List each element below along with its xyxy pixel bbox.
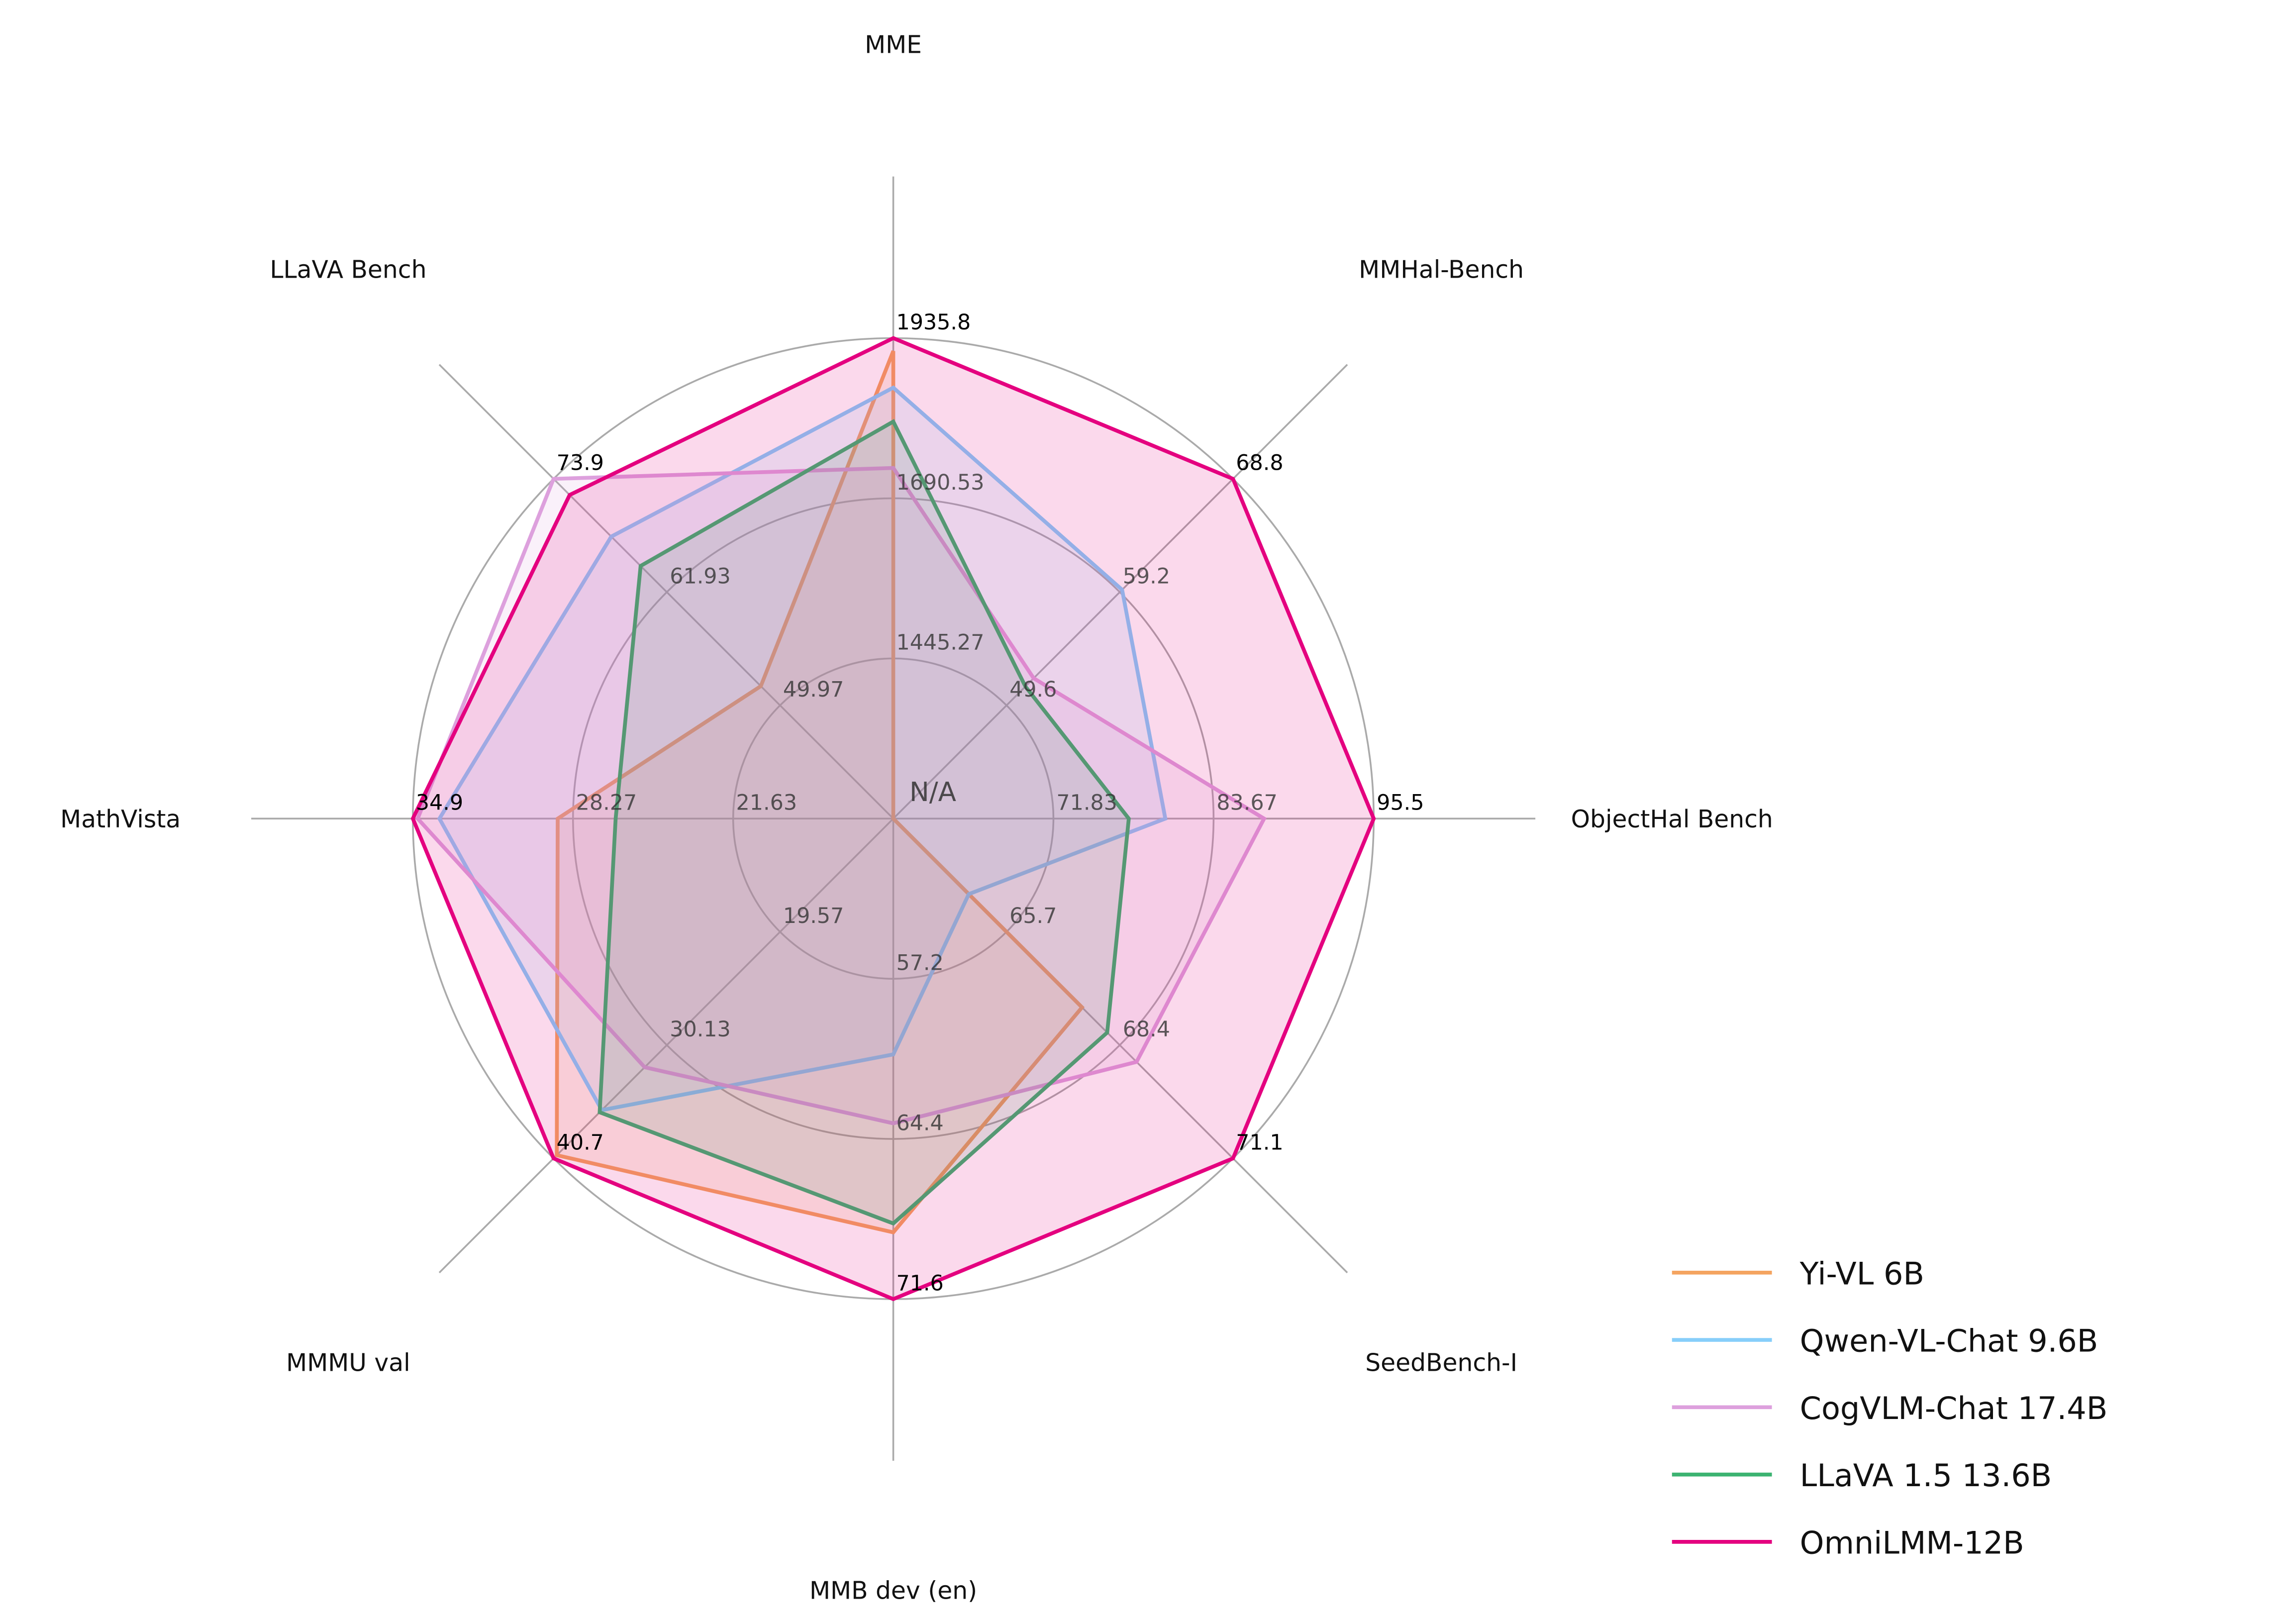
axis-label: MMB dev (en) (809, 1577, 977, 1605)
tick-label: 61.93 (670, 564, 731, 589)
tick-labels: 1445.27 1690.53 1935.8 49.6 59.2 68.8 71.83 83.… (416, 310, 1424, 1296)
legend-label: LLaVA 1.5 13.6B (1800, 1457, 2052, 1494)
tick-label: 1935.8 (896, 310, 971, 335)
tick-label: 57.2 (896, 950, 943, 975)
axis-line (438, 364, 894, 819)
axis-line (893, 364, 1348, 819)
series-polygons (410, 336, 1376, 1302)
series-line (598, 418, 1131, 1226)
tick-label: 59.2 (1123, 564, 1170, 589)
tick-label: 68.4 (1123, 1017, 1170, 1042)
axis-line (438, 818, 894, 1274)
tick-label: 19.57 (783, 904, 844, 928)
series-fill (439, 388, 1166, 1111)
series-line (555, 350, 1085, 1235)
axis-label: LLaVA Bench (270, 256, 426, 284)
tick-label: 34.9 (416, 791, 463, 815)
series-line (415, 466, 1267, 1125)
tick-label: 83.67 (1216, 791, 1278, 815)
axis-label: MathVista (60, 806, 181, 833)
axis-label: ObjectHal Bench (1571, 806, 1773, 833)
series-line (410, 336, 1376, 1302)
tick-label: 30.13 (670, 1017, 731, 1042)
tick-label: 28.27 (576, 791, 637, 815)
legend: Yi-VL 6B Qwen-VL-Chat 9.6B CogVLM-Chat 17.… (1672, 1255, 2108, 1561)
tick-label: 68.8 (1236, 451, 1283, 476)
series-fill (557, 351, 1082, 1232)
series-line (437, 385, 1168, 1113)
tick-label: 71.83 (1056, 791, 1117, 815)
series-fill (412, 338, 1374, 1299)
tick-label: 21.63 (736, 791, 797, 815)
tick-label: 95.5 (1377, 791, 1424, 815)
tick-label: 49.97 (783, 677, 844, 702)
series-fill (599, 421, 1129, 1223)
axis-label: MMMU val (286, 1349, 410, 1377)
tick-label: 1690.53 (896, 470, 984, 495)
tick-label: 65.7 (1009, 904, 1057, 928)
series-fill (417, 468, 1264, 1123)
tick-label: 71.6 (896, 1271, 943, 1296)
legend-label: OmniLMM-12B (1800, 1524, 2024, 1561)
legend-label: Yi-VL 6B (1799, 1255, 1924, 1292)
tick-label: 1445.27 (896, 630, 984, 655)
tick-label: 71.1 (1236, 1130, 1283, 1155)
center-na-label: N/A (909, 777, 956, 808)
axis-labels: MME MMHal-Bench ObjectHal Bench SeedBench-I… (60, 31, 1773, 1605)
tick-label: 64.4 (896, 1111, 943, 1135)
axis-label: MME (865, 31, 922, 59)
tick-label: 49.6 (1009, 677, 1057, 702)
tick-label: 73.9 (557, 451, 604, 476)
axis-label: MMHal-Bench (1359, 256, 1524, 284)
legend-label: Qwen-VL-Chat 9.6B (1800, 1323, 2098, 1359)
axis-label: SeedBench-I (1365, 1349, 1517, 1377)
tick-label: 40.7 (557, 1130, 604, 1155)
legend-label: CogVLM-Chat 17.4B (1800, 1390, 2108, 1426)
